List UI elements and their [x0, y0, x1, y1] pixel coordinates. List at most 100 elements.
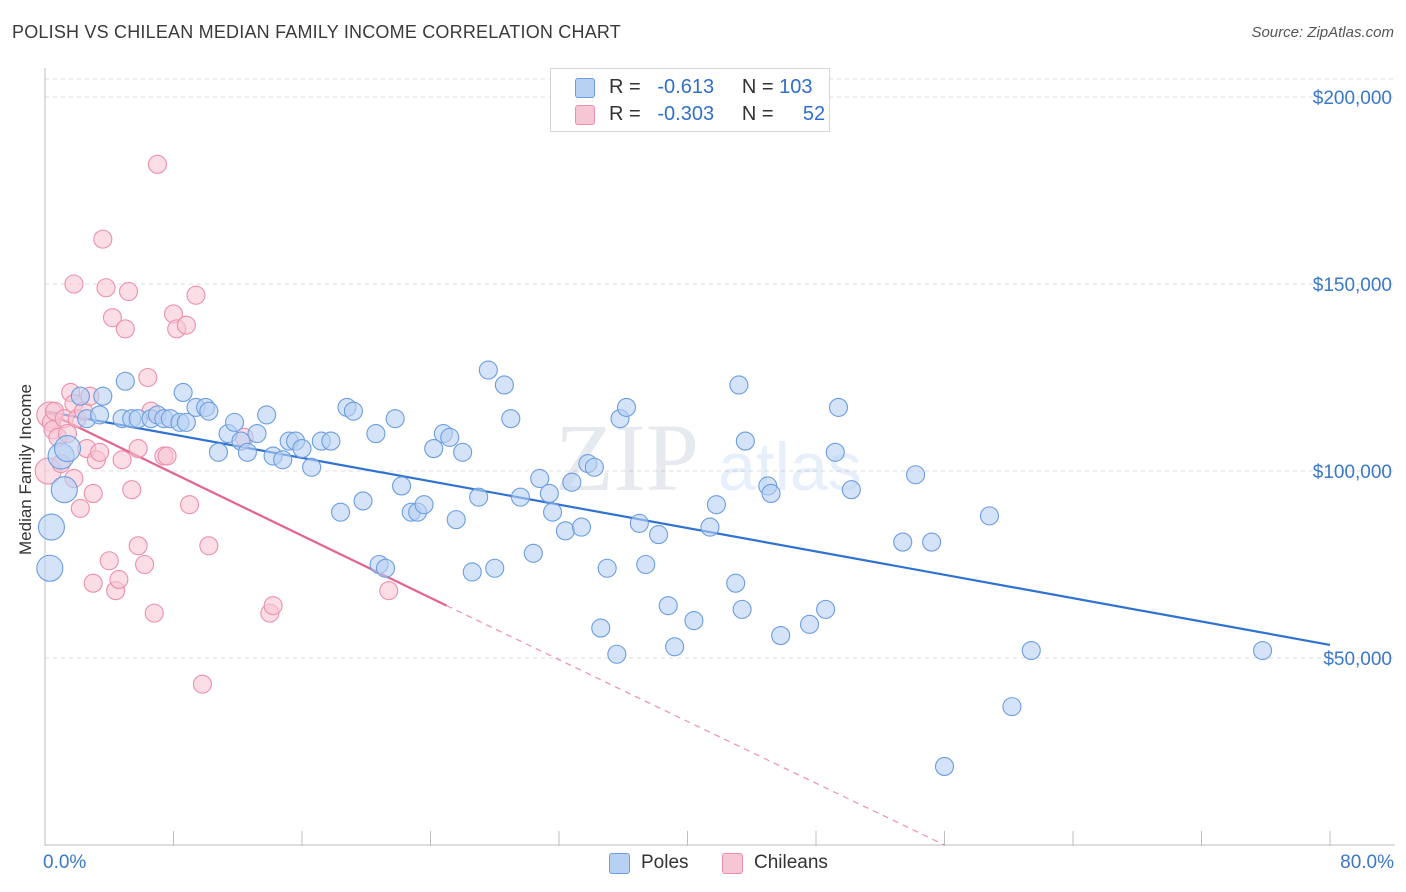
poles-point [555, 521, 575, 541]
poles-point [700, 517, 720, 537]
poles-point [485, 558, 505, 578]
chileans-point [192, 674, 212, 694]
chileans-point [128, 536, 148, 556]
poles-point [453, 442, 473, 462]
x-tick-label-max: 80.0% [1340, 852, 1394, 873]
chileans-point [102, 308, 123, 328]
chart-title: POLISH VS CHILEAN MEDIAN FAMILY INCOME C… [12, 22, 621, 42]
poles-legend-label: Poles [641, 852, 689, 873]
poles-point [199, 401, 219, 421]
chileans-point [64, 274, 84, 294]
n-label: N = [741, 103, 774, 125]
poles-point [665, 637, 685, 657]
chileans-point [147, 154, 167, 174]
y-tick-label: $50,000 [1323, 649, 1392, 670]
chileans-point [90, 442, 110, 462]
poles-point [37, 513, 65, 541]
poles-point [36, 554, 64, 582]
poles-point [825, 442, 845, 462]
poles-point [726, 573, 746, 593]
chileans-point [379, 581, 399, 601]
chileans-point [93, 229, 113, 249]
chileans-legend-swatch [722, 853, 743, 874]
y-tick-label: $200,000 [1313, 88, 1392, 109]
poles-point [53, 435, 82, 463]
poles-point [530, 468, 550, 489]
y-tick-label: $150,000 [1313, 275, 1392, 296]
poles-point [893, 532, 913, 552]
poles-point [115, 371, 135, 391]
poles-point [424, 439, 444, 459]
chileans-point [99, 551, 119, 571]
poles-point [761, 483, 781, 503]
correlation-legend: R = -0.613 N = 103 R = -0.303 N = 52 [550, 68, 830, 132]
poles-point [273, 450, 293, 470]
poles-point [224, 412, 245, 432]
poles-point [562, 472, 582, 492]
poles-point [922, 532, 942, 552]
x-tick-label-min: 0.0% [43, 852, 87, 873]
poles-point [446, 510, 466, 530]
poles-point [584, 457, 604, 477]
chileans-point [135, 554, 155, 575]
poles-point [591, 618, 611, 638]
poles-point [636, 554, 656, 575]
poles-point [510, 487, 531, 507]
poles-point [375, 558, 396, 578]
poles-point [385, 409, 405, 429]
poles-point [816, 599, 836, 619]
chileans-point [144, 603, 164, 623]
poles-point [70, 386, 90, 406]
chileans-point [96, 278, 116, 298]
chileans-point [138, 367, 158, 388]
y-tick-labels: $50,000 $100,000 $150,000 $200,000 [1313, 88, 1392, 670]
poles-point [176, 412, 196, 432]
poles-point [543, 502, 563, 522]
poles-point [90, 405, 110, 425]
poles-point [649, 525, 669, 545]
poles-r-value: -0.613 [657, 76, 715, 98]
poles-point [462, 562, 482, 582]
poles-point [50, 476, 78, 504]
r-label: R = [609, 103, 641, 125]
poles-point [906, 465, 926, 485]
poles-points [36, 360, 1273, 777]
poles-point [1021, 640, 1041, 661]
chileans-point [128, 439, 148, 459]
poles-trend-line [44, 410, 1331, 646]
poles-point [93, 386, 113, 406]
source-label: Source: ZipAtlas.com [1251, 24, 1394, 41]
poles-point [1252, 640, 1273, 661]
poles-point [607, 644, 627, 664]
r-label: R = [609, 76, 641, 98]
poles-point [934, 756, 955, 777]
poles-point [571, 517, 592, 537]
poles-point [330, 502, 351, 522]
poles-point [353, 491, 373, 511]
chileans-point [263, 596, 283, 616]
poles-point [478, 360, 498, 380]
poles-point [173, 382, 193, 403]
n-label: N = [741, 76, 774, 98]
poles-legend-swatch [609, 853, 630, 874]
poles-point [257, 405, 277, 425]
poles-point [800, 614, 820, 634]
chileans-n-value: 52 [802, 103, 826, 125]
poles-point [208, 442, 229, 462]
poles-point [828, 397, 849, 417]
poles-point [440, 427, 460, 447]
poles-point [771, 626, 791, 646]
poles-point [729, 375, 749, 395]
chileans-point [109, 569, 129, 590]
poles-point [343, 401, 363, 421]
poles-point [321, 431, 341, 451]
chileans-point [122, 480, 142, 500]
axes [44, 68, 1395, 846]
poles-point [523, 543, 543, 563]
y-tick-label: $100,000 [1313, 462, 1392, 483]
poles-point [302, 457, 322, 477]
chileans-r-value: -0.303 [657, 103, 715, 125]
poles-point [735, 431, 755, 451]
chileans-trend-extension [446, 605, 945, 846]
poles-point [247, 424, 267, 444]
